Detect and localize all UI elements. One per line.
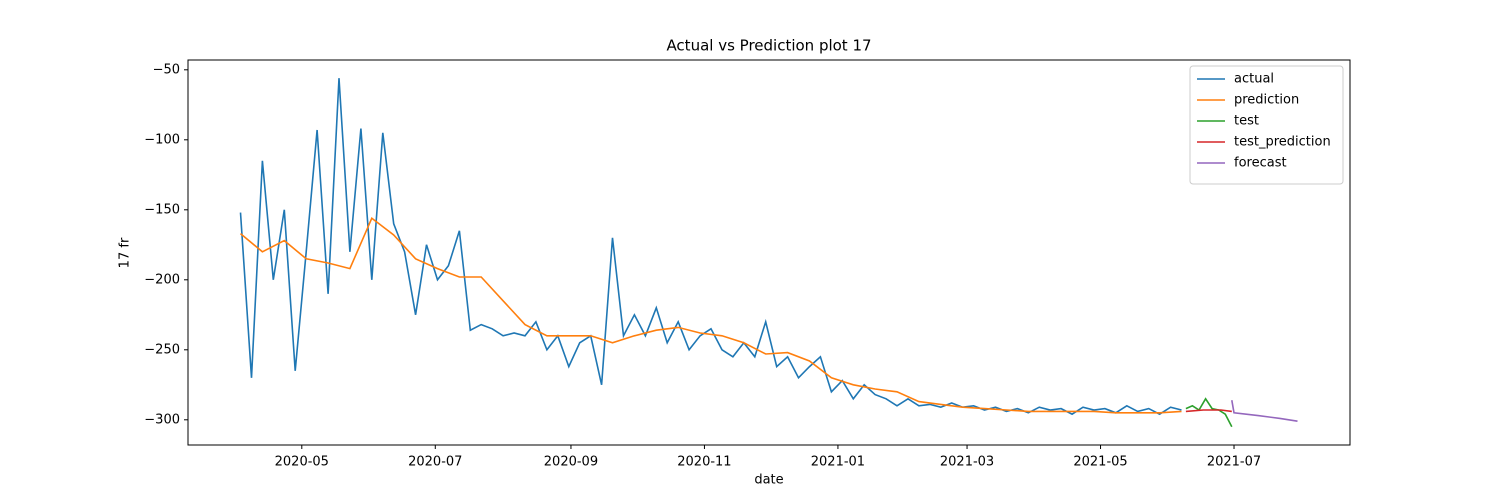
y-tick-label: −100 <box>144 132 180 147</box>
y-tick-label: −50 <box>153 62 180 77</box>
legend-label: test_prediction <box>1234 135 1331 150</box>
y-tick-label: −200 <box>144 272 180 287</box>
y-tick-label: −250 <box>144 342 180 357</box>
series-line <box>1231 400 1298 422</box>
x-tick-label: 2021-07 <box>1207 455 1261 470</box>
y-tick-label: −300 <box>144 412 180 427</box>
legend-label: actual <box>1234 72 1274 87</box>
x-tick-label: 2020-11 <box>677 455 731 470</box>
x-tick-label: 2021-05 <box>1073 455 1127 470</box>
x-tick-label: 2020-09 <box>544 455 598 470</box>
chart-title: Actual vs Prediction plot 17 <box>666 37 871 55</box>
series-line <box>1185 409 1232 413</box>
legend-label: test <box>1234 114 1259 129</box>
y-axis-label: 17 fr <box>118 237 133 268</box>
series-line <box>1185 397 1233 428</box>
x-tick-label: 2020-07 <box>408 455 462 470</box>
legend-label: prediction <box>1234 93 1299 108</box>
x-tick-label: 2021-01 <box>811 455 865 470</box>
legend-label: forecast <box>1234 156 1287 171</box>
x-tick-label: 2020-05 <box>275 455 329 470</box>
x-axis-label: date <box>754 473 783 488</box>
plot-frame <box>187 59 1351 446</box>
series-line <box>239 216 1182 414</box>
y-tick-label: −150 <box>144 202 180 217</box>
x-tick-label: 2021-03 <box>940 455 994 470</box>
legend-box <box>1189 65 1344 185</box>
